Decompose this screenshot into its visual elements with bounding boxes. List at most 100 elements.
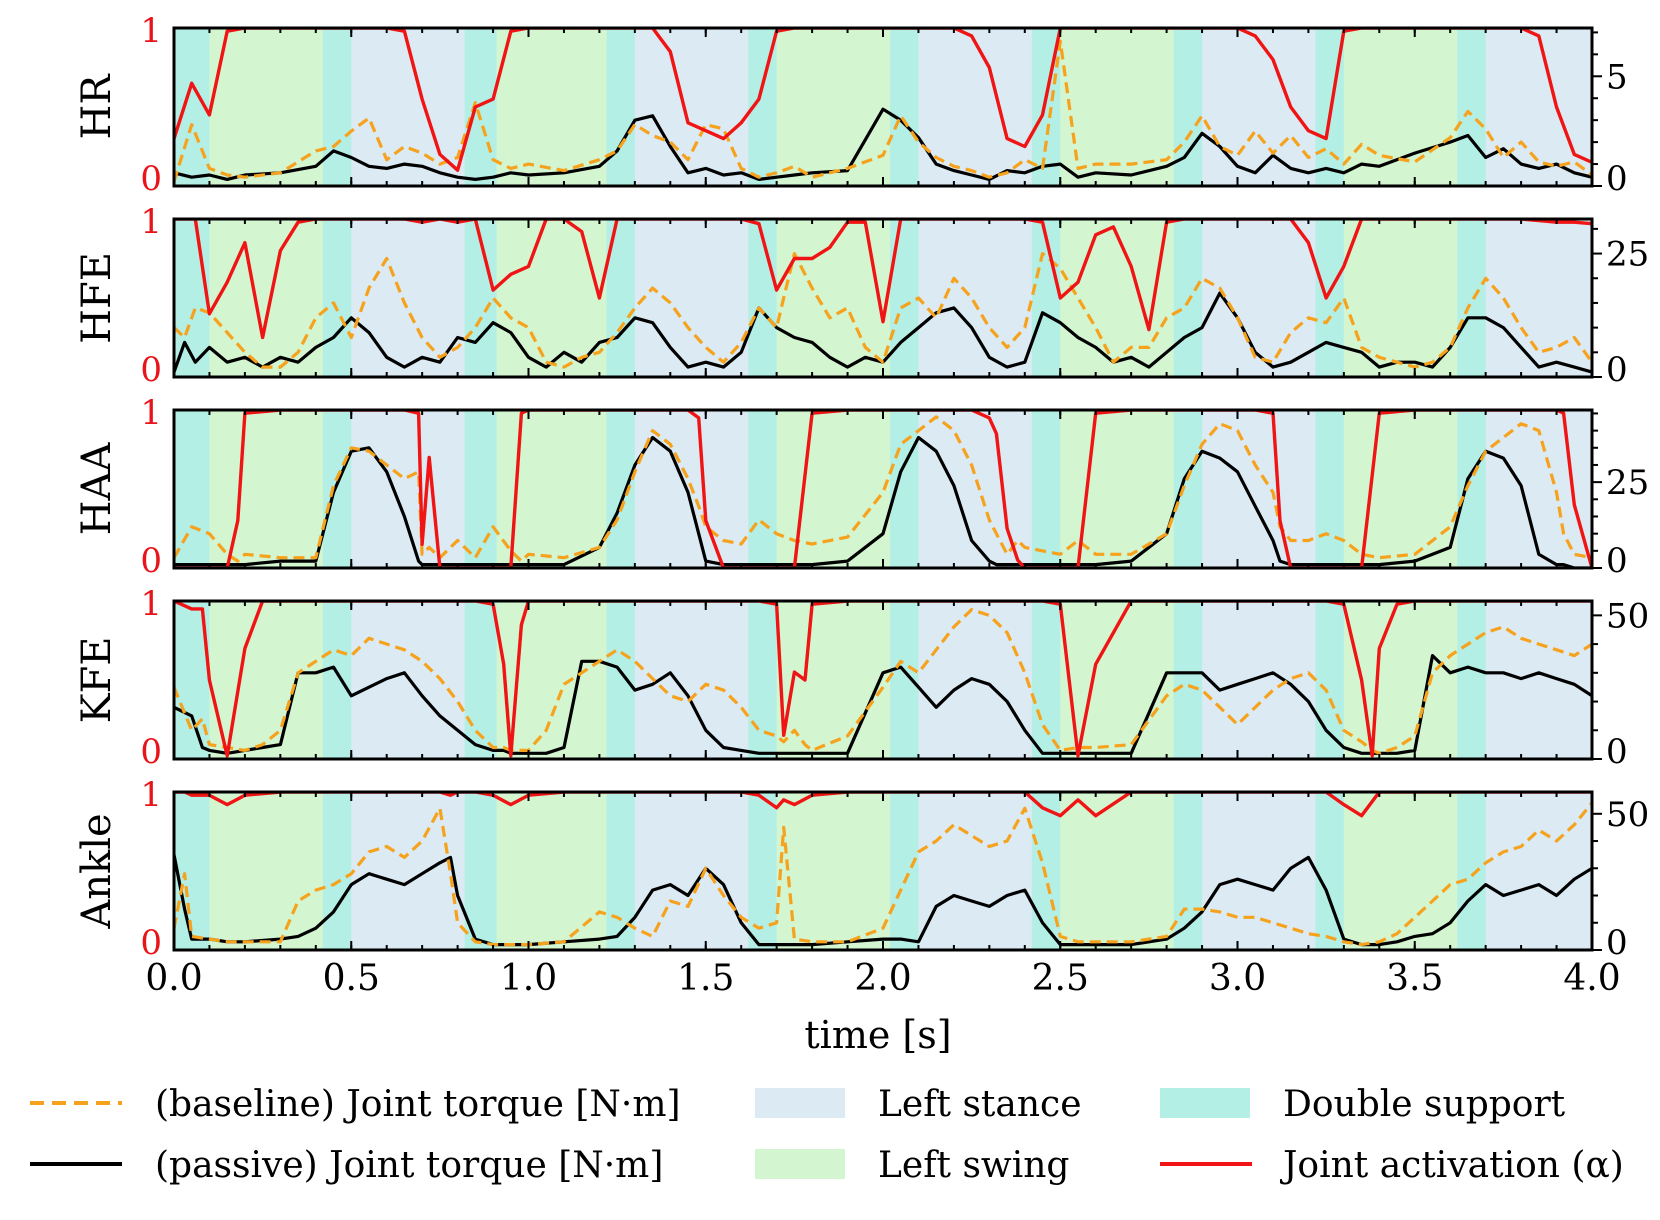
- phase-band-double-support: [1315, 219, 1345, 377]
- legend-passive-label: (passive) Joint torque [N·m]: [155, 1145, 663, 1186]
- phase-band-double-support: [1315, 410, 1345, 568]
- phase-band-double-support: [322, 410, 352, 568]
- series-baseline-torque: [174, 252, 1592, 369]
- phase-band-left-stance: [1485, 410, 1593, 568]
- phase-band-left-stance: [1485, 28, 1593, 186]
- right-tick-label: 5: [1606, 57, 1628, 97]
- phase-band-double-support: [890, 28, 919, 186]
- phase-band-left-swing: [1060, 28, 1175, 186]
- legend-left-swing-label: Left swing: [878, 1145, 1069, 1186]
- series-baseline-torque: [174, 415, 1592, 563]
- phase-band-double-support: [464, 601, 498, 759]
- phase-band-double-support: [1457, 601, 1487, 759]
- x-tick-label: 3.5: [1386, 958, 1443, 999]
- left-tick-label: 0: [140, 541, 162, 581]
- phase-band-left-swing: [1343, 792, 1458, 950]
- phase-band-left-stance: [351, 792, 466, 950]
- phase-band-left-stance: [1485, 792, 1593, 950]
- right-tick-label: 50: [1606, 795, 1649, 835]
- phase-band-double-support: [322, 792, 352, 950]
- legend-left-stance-swatch: [755, 1088, 845, 1118]
- phase-band-left-stance: [1485, 601, 1593, 759]
- phase-band-left-swing: [209, 410, 324, 568]
- phase-band-double-support: [748, 410, 778, 568]
- x-axis-label: time [s]: [804, 1013, 951, 1057]
- phase-band-left-stance: [1485, 219, 1593, 377]
- right-tick-label: 0: [1606, 159, 1628, 199]
- phase-band-left-swing: [1060, 792, 1175, 950]
- phase-band-left-swing: [496, 792, 607, 950]
- phase-band-double-support: [606, 410, 636, 568]
- left-tick-label: 1: [140, 584, 162, 624]
- phase-band-left-swing: [496, 28, 607, 186]
- legend-double-support-swatch: [1160, 1088, 1250, 1118]
- phase-band-double-support: [464, 410, 498, 568]
- legend-left-swing-swatch: [755, 1149, 845, 1179]
- phase-band-left-swing: [209, 792, 324, 950]
- phase-band-left-stance: [1202, 792, 1316, 950]
- phase-band-left-stance: [634, 28, 749, 186]
- subplot-hr: 0 1 0 5 HR: [74, 11, 1628, 199]
- phase-band-left-swing: [209, 219, 324, 377]
- x-tick-label: 1.0: [500, 958, 557, 999]
- phase-band-double-support: [174, 410, 210, 568]
- phase-band-double-support: [322, 601, 352, 759]
- x-tick-label: 0.5: [323, 958, 380, 999]
- x-tick-label: 1.5: [677, 958, 734, 999]
- series-joint-activation: [174, 410, 1592, 568]
- phase-band-left-swing: [1343, 410, 1458, 568]
- phase-band-double-support: [322, 219, 352, 377]
- phase-band-left-swing: [1060, 219, 1175, 377]
- series-baseline-torque: [174, 39, 1592, 183]
- phase-band-left-stance: [918, 792, 1033, 950]
- panel-label-haa: HAA: [74, 442, 120, 536]
- left-tick-label: 1: [140, 393, 162, 433]
- phase-band-left-stance: [1202, 601, 1316, 759]
- right-tick-label: 0: [1606, 350, 1628, 390]
- panel-label-kfe: KFE: [74, 637, 120, 724]
- phase-band-double-support: [606, 28, 636, 186]
- series-baseline-torque: [174, 801, 1592, 947]
- phase-band-left-stance: [634, 792, 749, 950]
- left-tick-label: 1: [140, 202, 162, 242]
- series-baseline-torque: [174, 607, 1592, 755]
- phase-band-left-swing: [776, 410, 891, 568]
- phase-band-double-support: [1457, 792, 1487, 950]
- phase-band-left-stance: [1202, 410, 1316, 568]
- left-tick-label: 0: [140, 732, 162, 772]
- right-tick-label: 0: [1606, 732, 1628, 772]
- phase-band-double-support: [1457, 219, 1487, 377]
- phase-band-left-swing: [1060, 410, 1175, 568]
- phase-band-double-support: [1457, 28, 1487, 186]
- phase-band-double-support: [464, 28, 498, 186]
- right-tick-label: 0: [1606, 541, 1628, 581]
- x-axis: 0.0 0.5 1.0 1.5 2.0 2.5 3.0 3.5 4.0: [145, 958, 1620, 999]
- x-tick-label: 4.0: [1563, 958, 1620, 999]
- right-tick-label: 25: [1606, 463, 1649, 503]
- panel-label-ankle: Ankle: [74, 813, 120, 929]
- phase-band-double-support: [890, 792, 919, 950]
- phase-band-double-support: [1031, 410, 1061, 568]
- phase-band-left-stance: [918, 410, 1033, 568]
- right-tick-label: 25: [1606, 235, 1649, 275]
- legend-double-support-label: Double support: [1283, 1084, 1566, 1125]
- series-joint-activation: [174, 28, 1592, 172]
- subplot-hfe: 0 1 0 25 HFE: [74, 202, 1649, 390]
- panel-label-hr: HR: [74, 73, 120, 140]
- subplot-haa: 0 1 0 25 HAA: [74, 393, 1649, 581]
- right-tick-label: 50: [1606, 596, 1649, 636]
- phase-band-double-support: [1457, 410, 1487, 568]
- legend-baseline-label: (baseline) Joint torque [N·m]: [155, 1084, 681, 1125]
- phase-band-double-support: [748, 601, 778, 759]
- legend-activation-label: Joint activation (α): [1279, 1145, 1624, 1186]
- series-joint-activation: [174, 219, 1592, 340]
- phase-band-double-support: [890, 601, 919, 759]
- phase-band-left-swing: [496, 219, 607, 377]
- left-tick-label: 0: [140, 350, 162, 390]
- series-passive-torque: [174, 291, 1592, 374]
- phase-band-double-support: [1173, 410, 1203, 568]
- left-tick-label: 0: [140, 923, 162, 963]
- phase-band-double-support: [890, 219, 919, 377]
